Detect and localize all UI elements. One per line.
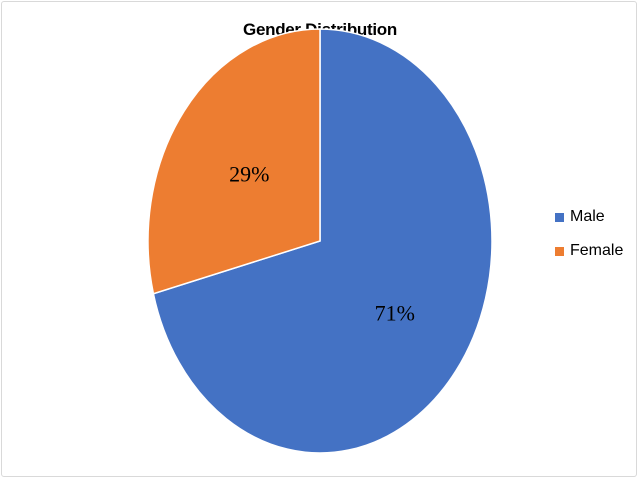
slice-male — [152, 28, 493, 454]
slice-female — [147, 28, 321, 295]
data-label-male: 71% — [375, 300, 415, 325]
data-label-female: 29% — [229, 161, 269, 186]
legend-swatch-male — [555, 212, 564, 222]
legend: Male Female — [555, 206, 623, 274]
legend-swatch-female — [555, 246, 564, 256]
legend-item-female: Female — [555, 240, 623, 262]
legend-label-female: Female — [570, 242, 624, 259]
legend-item-male: Male — [555, 206, 623, 228]
legend-label-male: Male — [570, 208, 605, 225]
